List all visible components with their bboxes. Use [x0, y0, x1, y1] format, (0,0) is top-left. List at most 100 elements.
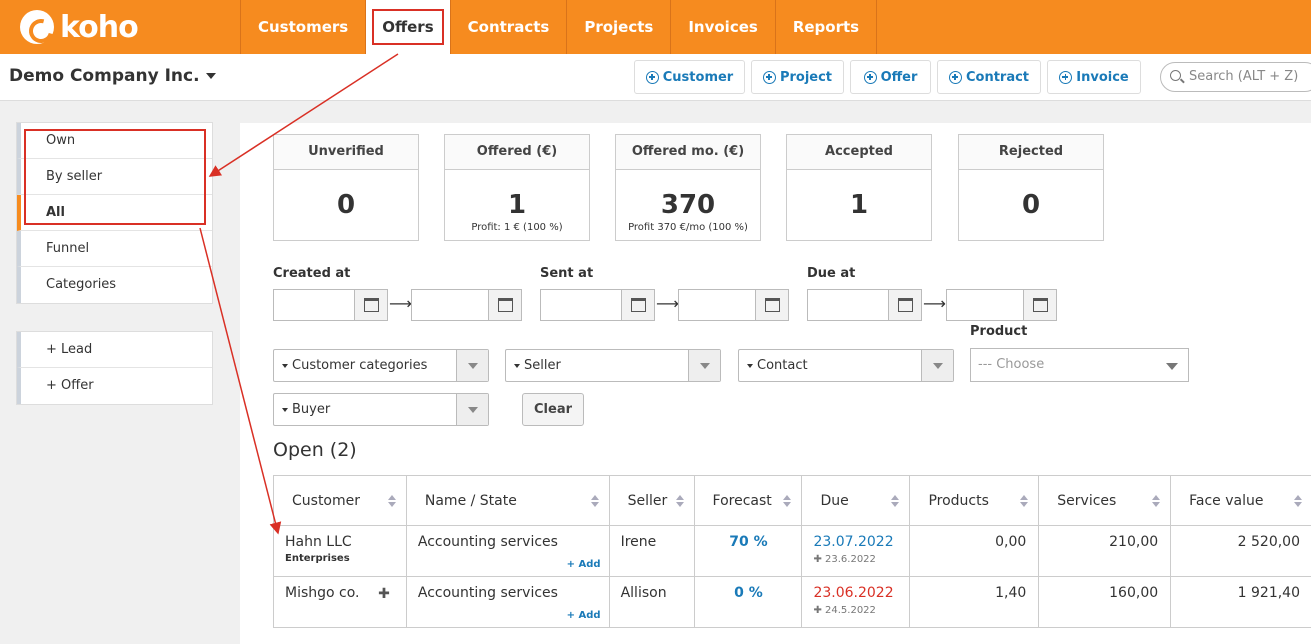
customer-categories-select[interactable]: Customer categories — [273, 349, 489, 382]
due-to-input[interactable] — [946, 289, 1057, 321]
kpi-value: 370 — [660, 190, 716, 220]
dropdown-arrow-icon — [456, 394, 488, 425]
sort-icon — [590, 495, 599, 507]
sidebar-item-all[interactable]: All — [17, 195, 212, 231]
created-to-input[interactable] — [411, 289, 522, 321]
table-row[interactable]: Mishgo co. ✚ Accounting services + Add All… — [273, 576, 1311, 628]
table-row[interactable]: Hahn LLC Enterprises Accounting services +… — [273, 525, 1311, 577]
add-customer-button[interactable]: Customer — [634, 60, 745, 94]
kpi-value: 1 — [849, 190, 869, 220]
calendar-icon[interactable] — [621, 290, 654, 320]
caret-down-icon — [747, 363, 753, 368]
calendar-icon[interactable] — [888, 290, 921, 320]
sort-icon — [891, 495, 900, 507]
company-selector[interactable]: Demo Company Inc. — [9, 66, 216, 86]
buyer-select[interactable]: Buyer — [273, 393, 489, 426]
dropdown-arrow-icon — [456, 350, 488, 381]
product-label: Product — [970, 324, 1028, 339]
col-seller[interactable]: Seller — [608, 475, 695, 526]
calendar-icon[interactable] — [488, 290, 521, 320]
dropdown-arrow-icon — [921, 350, 953, 381]
sent-to-input[interactable] — [678, 289, 789, 321]
customer-cell[interactable]: Mishgo co. ✚ — [273, 576, 407, 628]
due-from-input[interactable] — [807, 289, 922, 321]
caret-down-icon — [205, 73, 216, 79]
caret-down-icon — [514, 363, 520, 368]
company-bar: Demo Company Inc. Customer Project Offer… — [0, 54, 1311, 101]
col-forecast[interactable]: Forecast — [693, 475, 803, 526]
koho-logo[interactable]: koho — [20, 9, 139, 45]
search-input[interactable]: Search (ALT + Z) — [1160, 62, 1311, 92]
nav-customers[interactable]: Customers — [240, 0, 365, 54]
caret-down-icon — [282, 407, 288, 412]
add-lead-link[interactable]: + Lead — [17, 332, 212, 368]
add-contract-button[interactable]: Contract — [937, 60, 1041, 94]
dropdown-arrow-icon — [688, 350, 720, 381]
sidebar-item-own[interactable]: Own — [17, 123, 212, 159]
top-nav-bar: koho Customers Offers Contracts Projects… — [0, 0, 1311, 54]
plus-circle-icon — [762, 70, 776, 84]
services-cell: 210,00 — [1038, 525, 1172, 577]
sidebar-item-categories[interactable]: Categories — [17, 267, 212, 303]
kpi-unverified[interactable]: Unverified 0 — [273, 134, 419, 241]
nav-contracts[interactable]: Contracts — [449, 0, 567, 54]
clear-button[interactable]: Clear — [522, 393, 584, 426]
add-link[interactable]: + Add — [566, 610, 601, 621]
nav-offers[interactable]: Offers — [365, 0, 450, 54]
calendar-icon[interactable] — [1023, 290, 1056, 320]
calendar-icon[interactable] — [755, 290, 788, 320]
col-due[interactable]: Due — [801, 475, 911, 526]
kpi-offered[interactable]: Offered (€) 1 Profit: 1 € (100 %) — [444, 134, 590, 241]
kpi-title: Offered mo. (€) — [616, 135, 760, 170]
kpi-title: Unverified — [274, 135, 418, 170]
created-date: ✚ 24.5.2022 — [813, 605, 876, 616]
add-offer-link[interactable]: + Offer — [17, 368, 212, 404]
arrow-right-icon: ⟶ — [389, 294, 412, 313]
sent-from-input[interactable] — [540, 289, 655, 321]
open-section-title: Open (2) — [273, 439, 357, 461]
forecast-cell[interactable]: 0 % — [693, 576, 803, 628]
arrow-right-icon: ⟶ — [656, 294, 679, 313]
nav-projects[interactable]: Projects — [566, 0, 670, 54]
add-project-button[interactable]: Project — [751, 60, 844, 94]
add-link[interactable]: + Add — [566, 559, 601, 570]
created-from-input[interactable] — [273, 289, 388, 321]
customer-cell[interactable]: Hahn LLC Enterprises — [273, 525, 407, 577]
customer-category: Enterprises — [285, 553, 350, 564]
sent-at-label: Sent at — [540, 266, 594, 281]
products-cell: 1,40 — [909, 576, 1040, 628]
add-offer-button[interactable]: Offer — [850, 60, 931, 94]
name-cell[interactable]: Accounting services + Add — [405, 525, 610, 577]
sidebar-actions: + Lead + Offer — [16, 331, 213, 405]
contact-select[interactable]: Contact — [738, 349, 954, 382]
seller-cell: Allison — [608, 576, 695, 628]
sidebar-item-funnel[interactable]: Funnel — [17, 231, 212, 267]
calendar-icon[interactable] — [354, 290, 387, 320]
products-cell: 0,00 — [909, 525, 1040, 577]
kpi-rejected[interactable]: Rejected 0 — [958, 134, 1104, 241]
forecast-cell[interactable]: 70 % — [693, 525, 803, 577]
due-cell: 23.07.2022 ✚ 23.6.2022 — [801, 525, 911, 577]
col-products[interactable]: Products — [909, 475, 1040, 526]
name-cell[interactable]: Accounting services + Add — [405, 576, 610, 628]
nav-reports[interactable]: Reports — [774, 0, 878, 54]
product-select[interactable]: --- Choose — [970, 348, 1189, 382]
add-invoice-button[interactable]: Invoice — [1047, 60, 1141, 94]
col-customer[interactable]: Customer — [273, 475, 407, 526]
col-name-state[interactable]: Name / State — [405, 475, 610, 526]
sidebar-item-by-seller[interactable]: By seller — [17, 159, 212, 195]
kpi-value: 1 — [507, 190, 527, 220]
kpi-offered-monthly[interactable]: Offered mo. (€) 370 Profit 370 €/mo (100… — [615, 134, 761, 241]
kpi-value: 0 — [1021, 190, 1041, 220]
brand-name: koho — [60, 9, 139, 45]
search-icon — [1170, 70, 1181, 81]
kpi-accepted[interactable]: Accepted 1 — [786, 134, 932, 241]
nav-invoices[interactable]: Invoices — [670, 0, 774, 54]
col-services[interactable]: Services — [1038, 475, 1172, 526]
services-cell: 160,00 — [1038, 576, 1172, 628]
col-face-value[interactable]: Face value — [1170, 475, 1311, 526]
seller-select[interactable]: Seller — [505, 349, 721, 382]
plus-icon[interactable]: ✚ — [378, 586, 390, 602]
main-nav: Customers Offers Contracts Projects Invo… — [240, 0, 878, 54]
sort-icon — [1152, 495, 1161, 507]
